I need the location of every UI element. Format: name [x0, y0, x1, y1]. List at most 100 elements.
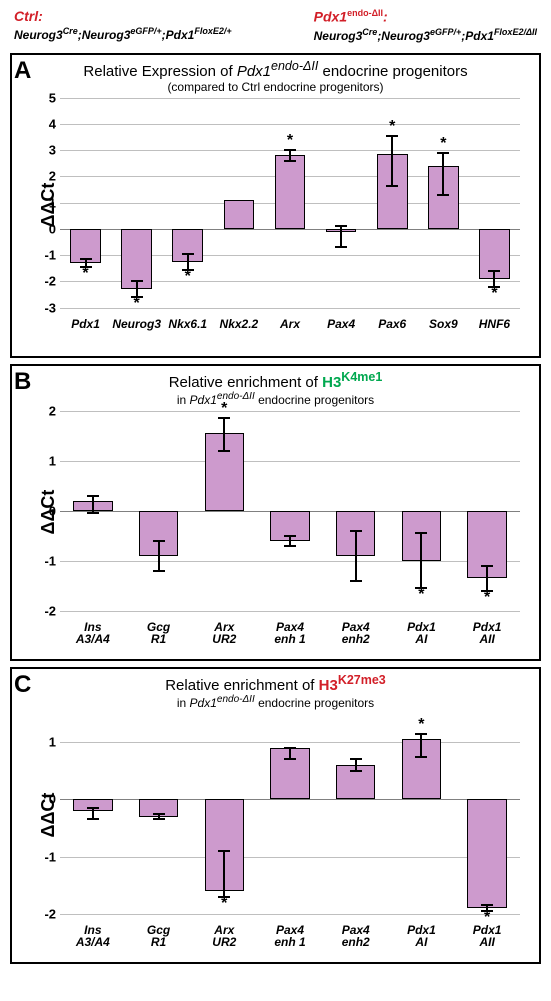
significance-star: *	[185, 268, 191, 286]
chart-subtitle: in Pdx1endo-ΔII endocrine progenitors	[12, 391, 539, 407]
error-cap	[87, 818, 99, 820]
plot-area: -3-2-1012345*******	[60, 98, 520, 308]
x-tick-label: Pdx1AII	[473, 621, 502, 646]
x-tick-label: GcgR1	[147, 924, 170, 949]
y-tick-label: 2	[49, 403, 56, 418]
error-bar	[442, 153, 444, 195]
error-cap	[153, 570, 165, 572]
ctrl-label: Ctrl:	[14, 8, 232, 24]
y-tick-label: 1	[49, 453, 56, 468]
error-cap	[87, 512, 99, 514]
y-tick-label: 3	[49, 143, 56, 158]
y-tick-label: -1	[44, 248, 56, 263]
error-cap	[415, 756, 427, 758]
x-tick-label: Nkx6.1	[168, 318, 207, 331]
x-tick-label: Pdx1AII	[473, 924, 502, 949]
panel-b: BRelative enrichment of H3K4me1in Pdx1en…	[10, 364, 541, 661]
panel-label: B	[14, 368, 31, 396]
error-cap	[284, 535, 296, 537]
panel-c: CRelative enrichment of H3K27me3in Pdx1e…	[10, 667, 541, 964]
error-cap	[153, 813, 165, 815]
y-tick-label: -1	[44, 849, 56, 864]
x-tick-label: Pax4enh2	[342, 924, 370, 949]
panel-label: A	[14, 57, 31, 85]
error-cap	[437, 194, 449, 196]
bar	[467, 799, 506, 908]
x-tick-label: Pax4enh2	[342, 621, 370, 646]
error-cap	[153, 818, 165, 820]
y-tick-label: 0	[49, 792, 56, 807]
significance-star: *	[418, 716, 424, 734]
chart-title: Relative enrichment of H3K4me1	[12, 366, 539, 391]
gridline	[60, 611, 520, 612]
y-tick-label: 5	[49, 90, 56, 105]
x-tick-label: Pax4enh 1	[274, 621, 305, 646]
error-cap	[335, 225, 347, 227]
y-tick-label: 0	[49, 221, 56, 236]
error-bar	[340, 226, 342, 247]
error-bar	[420, 533, 422, 588]
x-axis-labels: Pdx1Neurog3Nkx6.1Nkx2.2ArxPax4Pax6Sox9HN…	[60, 318, 520, 350]
significance-star: *	[221, 895, 227, 913]
ctrl-genotype: Neurog3Cre;Neurog3eGFP/+;Pdx1FloxE2/+	[14, 26, 232, 42]
bar	[224, 200, 255, 229]
error-cap	[350, 770, 362, 772]
y-tick-label: -2	[44, 906, 56, 921]
y-tick-label: -1	[44, 553, 56, 568]
panel-a: ARelative Expression of Pdx1endo-ΔII end…	[10, 53, 541, 358]
panel-label: C	[14, 671, 31, 699]
error-cap	[481, 565, 493, 567]
error-cap	[284, 747, 296, 749]
x-tick-label: GcgR1	[147, 621, 170, 646]
significance-star: *	[287, 132, 293, 150]
y-tick-label: -2	[44, 603, 56, 618]
x-tick-label: Pax4enh 1	[274, 924, 305, 949]
x-axis-labels: InsA3/A4 GcgR1 ArxUR2 Pax4enh 1 Pax4enh2 Pdx1…	[60, 621, 520, 653]
y-tick-label: 4	[49, 116, 56, 131]
error-cap	[131, 280, 143, 282]
error-cap	[350, 580, 362, 582]
error-bar	[223, 418, 225, 451]
gridline	[60, 857, 520, 858]
error-cap	[87, 495, 99, 497]
significance-star: *	[440, 135, 446, 153]
mutant-genotype: Neurog3Cre;Neurog3eGFP/+;Pdx1FloxE2/ΔII	[314, 27, 537, 43]
x-tick-label: Arx	[280, 318, 300, 331]
bar	[275, 155, 306, 229]
mutant-label: Pdx1endo-ΔII:	[314, 8, 537, 25]
x-tick-label: Pdx1AI	[407, 924, 436, 949]
x-tick-label: InsA3/A4	[76, 621, 110, 646]
error-bar	[355, 531, 357, 581]
x-axis-labels: InsA3/A4 GcgR1 ArxUR2 Pax4enh 1 Pax4enh2 Pdx1…	[60, 924, 520, 956]
error-cap	[153, 540, 165, 542]
x-tick-label: Pax4	[327, 318, 355, 331]
x-tick-label: Pax6	[378, 318, 406, 331]
error-bar	[420, 734, 422, 757]
genotype-header: Ctrl: Neurog3Cre;Neurog3eGFP/+;Pdx1FloxE…	[0, 0, 551, 47]
error-bar	[486, 566, 488, 591]
error-cap	[218, 450, 230, 452]
x-tick-label: ArxUR2	[212, 924, 236, 949]
gridline	[60, 308, 520, 309]
x-tick-label: HNF6	[479, 318, 510, 331]
x-tick-label: ArxUR2	[212, 621, 236, 646]
plot-area: -2-101***	[60, 714, 520, 914]
y-tick-label: 0	[49, 503, 56, 518]
gridline	[60, 124, 520, 125]
error-cap	[87, 807, 99, 809]
significance-star: *	[484, 589, 490, 607]
error-cap	[481, 904, 493, 906]
error-cap	[386, 185, 398, 187]
error-cap	[350, 758, 362, 760]
error-bar	[223, 851, 225, 897]
x-tick-label: InsA3/A4	[76, 924, 110, 949]
y-tick-label: -2	[44, 274, 56, 289]
gridline	[60, 411, 520, 412]
significance-star: *	[82, 265, 88, 283]
significance-star: *	[418, 586, 424, 604]
x-tick-label: Neurog3	[112, 318, 161, 331]
gridline	[60, 799, 520, 800]
gridline	[60, 561, 520, 562]
gridline	[60, 742, 520, 743]
y-tick-label: -3	[44, 300, 56, 315]
